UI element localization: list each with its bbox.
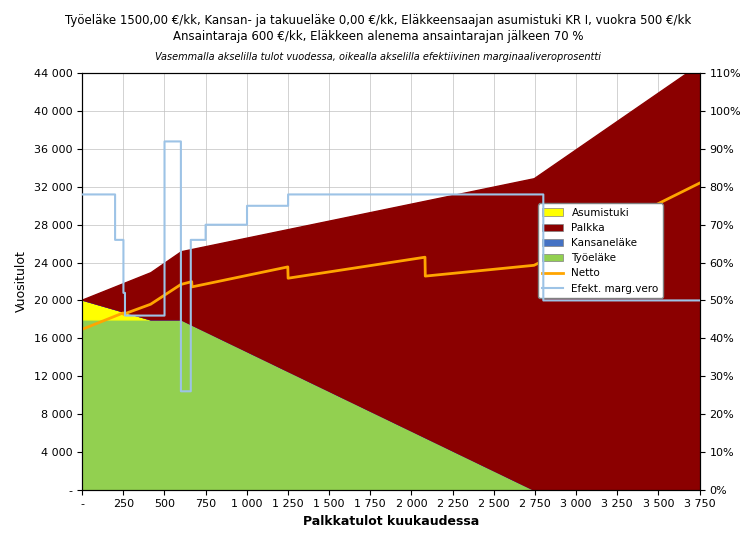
Y-axis label: Vuositulot: Vuositulot <box>15 250 28 312</box>
X-axis label: Palkkatulot kuukaudessa: Palkkatulot kuukaudessa <box>302 515 479 528</box>
Text: Vasemmalla akselilla tulot vuodessa, oikealla akselilla efektiivinen marginaaliv: Vasemmalla akselilla tulot vuodessa, oik… <box>155 52 601 61</box>
Text: Ansaintaraja 600 €/kk, Eläkkeen alenema ansaintarajan jälkeen 70 %: Ansaintaraja 600 €/kk, Eläkkeen alenema … <box>173 30 583 43</box>
Legend: Asumistuki, Palkka, Kansaneläke, Työeläke, Netto, Efekt. marg.vero: Asumistuki, Palkka, Kansaneläke, Työeläk… <box>538 204 663 298</box>
Text: Työeläke 1500,00 €/kk, Kansan- ja takuueläke 0,00 €/kk, Eläkkeensaajan asumistuk: Työeläke 1500,00 €/kk, Kansan- ja takuue… <box>65 14 691 27</box>
